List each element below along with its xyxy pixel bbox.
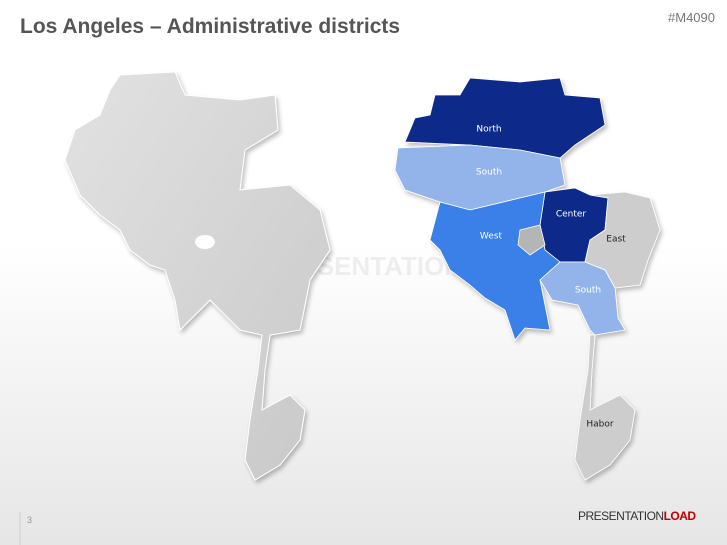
district-label: Habor (586, 420, 614, 430)
logo-part: LOAD (664, 509, 697, 523)
district-label: North (476, 125, 501, 135)
district-south (539, 261, 626, 336)
slide-code: #M4090 (668, 10, 715, 25)
logo-part: PRESENTATION (578, 509, 664, 523)
enclave (195, 235, 215, 249)
logo: PRESENTATIONLOAD (578, 509, 696, 523)
city-outline (64, 71, 331, 481)
district-label: West (480, 232, 503, 242)
title: Los Angeles – Administrative districts (20, 15, 400, 38)
district-map (394, 77, 661, 481)
district-label: South (575, 286, 601, 296)
district-label: South (476, 168, 502, 178)
page-number: 3 (27, 515, 32, 525)
district-label: Center (556, 210, 587, 220)
district-label: East (606, 235, 626, 245)
district-north (404, 77, 606, 159)
district-enclave (517, 224, 546, 256)
district-habor (574, 334, 636, 481)
